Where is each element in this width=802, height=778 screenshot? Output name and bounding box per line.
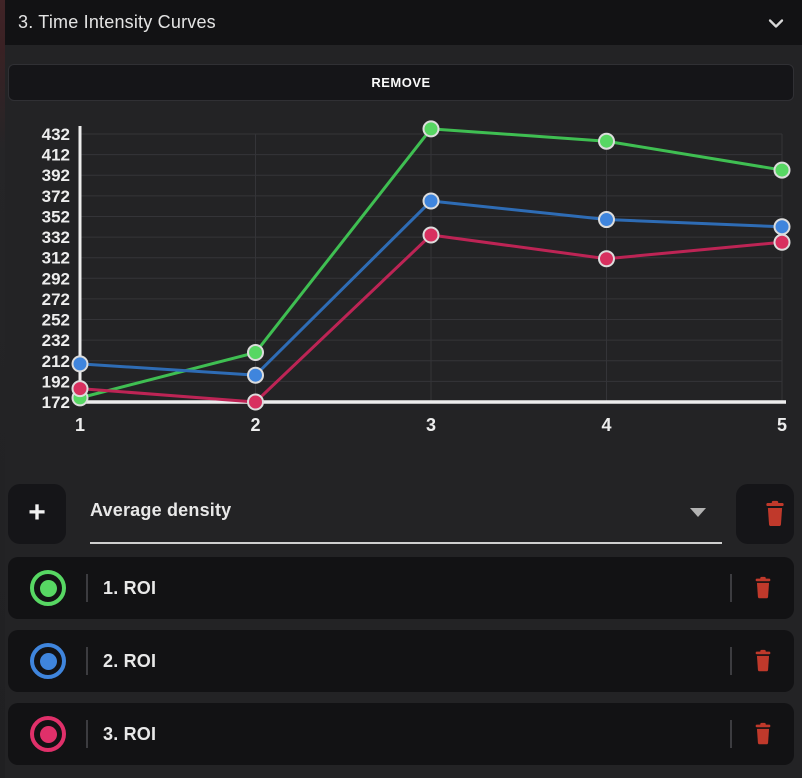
delete-roi-button[interactable] (752, 576, 774, 600)
svg-text:432: 432 (42, 125, 70, 144)
svg-text:272: 272 (42, 290, 70, 309)
section-title: 3. Time Intensity Curves (18, 12, 216, 32)
dropdown-selected-value: Average density (90, 499, 232, 520)
svg-text:4: 4 (601, 415, 611, 435)
chevron-down-icon[interactable] (764, 11, 788, 35)
divider (730, 647, 732, 675)
panel-accent-strip (0, 0, 5, 778)
svg-text:5: 5 (777, 415, 787, 435)
roi-color-ring-icon (30, 643, 66, 679)
divider (730, 720, 732, 748)
roi-label: 3. ROI (103, 723, 157, 744)
chart-canvas: 4324123923723523323122922722522322121921… (42, 120, 791, 435)
svg-text:212: 212 (42, 352, 70, 371)
svg-text:352: 352 (42, 207, 70, 226)
svg-text:2: 2 (250, 415, 260, 435)
svg-text:412: 412 (42, 146, 70, 165)
roi-color-ring-icon (30, 570, 66, 606)
remove-button[interactable]: REMOVE (8, 64, 794, 101)
svg-text:1: 1 (75, 415, 85, 435)
svg-text:332: 332 (42, 228, 70, 247)
roi-label: 1. ROI (103, 577, 157, 598)
add-curve-button[interactable]: + (8, 484, 66, 544)
delete-roi-button[interactable] (752, 722, 774, 746)
density-mode-dropdown[interactable]: Average density (90, 484, 722, 544)
svg-text:232: 232 (42, 331, 70, 350)
divider (86, 647, 88, 675)
svg-text:3: 3 (426, 415, 436, 435)
roi-color-ring-icon (30, 716, 66, 752)
divider (730, 574, 732, 602)
time-intensity-chart: 432 412 392 372 352 332 312 292 272 252 232 212 192 1… (0, 101, 802, 446)
curve-controls-row: + Average density (8, 484, 794, 544)
svg-text:292: 292 (42, 269, 70, 288)
delete-roi-button[interactable] (752, 649, 774, 673)
svg-text:192: 192 (42, 372, 70, 391)
roi-list-item[interactable]: 1. ROI (8, 557, 794, 619)
svg-text:252: 252 (42, 311, 70, 330)
divider (86, 720, 88, 748)
plus-icon: + (28, 495, 46, 529)
roi-label: 2. ROI (103, 650, 157, 671)
trash-icon (762, 500, 788, 528)
svg-text:172: 172 (42, 393, 70, 412)
svg-text:392: 392 (42, 166, 70, 185)
svg-text:312: 312 (42, 249, 70, 268)
divider (86, 574, 88, 602)
svg-text:372: 372 (42, 187, 70, 206)
roi-list-item[interactable]: 2. ROI (8, 630, 794, 692)
section-header[interactable]: 3. Time Intensity Curves (0, 0, 802, 45)
roi-list-item[interactable]: 3. ROI (8, 703, 794, 765)
delete-chart-button[interactable] (736, 484, 794, 544)
caret-down-icon (690, 508, 706, 517)
